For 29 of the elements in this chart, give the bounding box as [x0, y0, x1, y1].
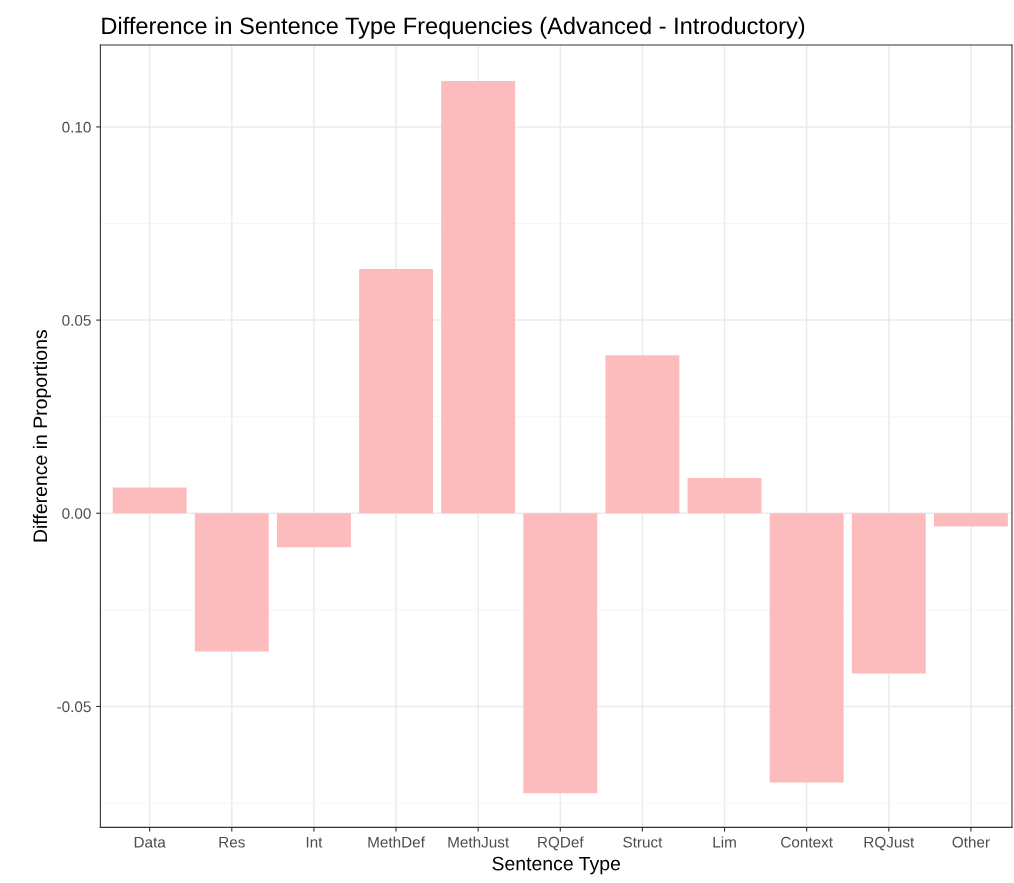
bar: [359, 269, 433, 514]
bar: [687, 478, 762, 514]
x-tick-label: Lim: [713, 836, 736, 848]
x-tick-label: MethDef: [368, 836, 425, 848]
y-tick-label: 0.00: [62, 508, 91, 519]
x-tick-label: Struct: [623, 836, 663, 848]
bar: [441, 80, 516, 514]
x-tick-label: Context: [781, 836, 833, 848]
bar: [112, 487, 187, 514]
y-tick-label: 0.05: [62, 314, 91, 326]
x-tick-label: Data: [134, 836, 166, 848]
y-axis-title: Difference in Proportions: [32, 330, 51, 542]
x-tick-label: MethJust: [448, 836, 510, 848]
bar: [933, 513, 1008, 527]
x-tick-label: Other: [952, 836, 990, 848]
x-axis-title: Sentence Type: [492, 856, 621, 875]
x-tick-label: Res: [219, 836, 245, 848]
bar: [605, 355, 680, 514]
x-tick-label: RQJust: [864, 836, 915, 851]
bar: [769, 513, 844, 783]
x-tick-label: RQDef: [538, 836, 584, 851]
y-tick-label: -0.05: [57, 701, 91, 713]
chart-title: Difference in Sentence Type Frequencies (Advanced - Introductory): [102, 16, 805, 39]
bar: [276, 513, 351, 548]
x-tick-label: Int: [306, 836, 323, 848]
bar: [523, 513, 598, 794]
bar: [851, 513, 926, 674]
y-tick-label: 0.10: [62, 121, 91, 133]
bar: [194, 513, 269, 652]
